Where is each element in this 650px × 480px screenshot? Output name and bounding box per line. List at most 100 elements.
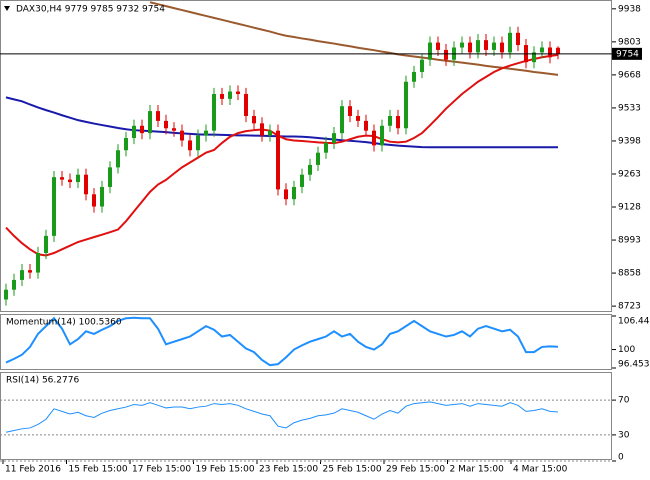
candle-body [276, 130, 280, 190]
candle-body [516, 32, 520, 46]
rsi-panel [0, 372, 612, 460]
y-tick-label: 8993 [618, 236, 641, 246]
candle-body [292, 186, 296, 200]
candle-body [132, 125, 136, 139]
y-tick-label: 9668 [618, 70, 641, 80]
y-tick-label: 9398 [618, 136, 641, 146]
candle-body [532, 52, 536, 63]
indicator-line [149, 1, 559, 76]
candle-body [100, 186, 104, 207]
candle-body [500, 42, 504, 53]
current-price-box [612, 47, 642, 60]
candle-body [148, 111, 152, 134]
candle-body [556, 47, 560, 54]
y-tick-label: 96.4538 [618, 360, 650, 370]
candle-body [260, 123, 264, 136]
candle-body [380, 125, 384, 146]
candle-body [228, 91, 232, 99]
candle-body [444, 49, 448, 60]
x-tick-label: 15 Feb 15:00 [69, 465, 128, 475]
panel-title: RSI(14) 56.2776 [6, 376, 79, 386]
y-tick-label: 9533 [618, 103, 641, 113]
momentum-panel [0, 314, 612, 370]
candle-body [428, 42, 432, 60]
candle-body [124, 138, 128, 151]
candle-body [540, 47, 544, 53]
candle-body [436, 42, 440, 50]
candle-body [60, 177, 64, 180]
candle-body [108, 167, 112, 187]
candle-body [388, 115, 392, 126]
panel-title: Momentum(14) 100.5360 [6, 318, 122, 328]
candle-body [220, 93, 224, 99]
y-tick-label: 9803 [618, 37, 641, 47]
candle-body [92, 194, 96, 207]
x-tick-label: 2 Mar 15:00 [450, 465, 505, 475]
candle-body [28, 270, 32, 273]
candle-body [300, 174, 304, 187]
candle-body [372, 130, 376, 146]
y-tick-label: 8858 [618, 269, 641, 279]
candle-body [332, 133, 336, 143]
indicator-line [5, 401, 559, 433]
y-tick-label: 70 [618, 396, 630, 406]
candle-body [284, 189, 288, 200]
x-tick-label: 29 Feb 15:00 [386, 465, 445, 475]
candle-body [468, 42, 472, 53]
candle-body [420, 59, 424, 72]
candle-body [316, 152, 320, 165]
y-tick-label: 9938 [618, 4, 641, 14]
candle-body [412, 71, 416, 82]
y-tick-label: 8723 [618, 302, 641, 312]
price-panel [0, 0, 612, 312]
candle-body [396, 115, 400, 129]
x-tick-label: 4 Mar 15:00 [513, 465, 568, 475]
current-price-label: 9754 [616, 49, 639, 59]
indicator-line [5, 53, 559, 257]
y-tick-label: 30 [618, 430, 630, 440]
y-tick-label: 0 [618, 453, 624, 463]
candle-body [116, 150, 120, 168]
candle-body [164, 120, 168, 129]
x-tick-label: 19 Feb 15:00 [196, 465, 255, 475]
x-tick-label: 25 Feb 15:00 [323, 465, 382, 475]
x-tick-label: 23 Feb 15:00 [259, 465, 318, 475]
candle-body [44, 235, 48, 254]
candle-body [484, 40, 488, 50]
candle-body [52, 177, 56, 236]
candle-body [4, 289, 8, 300]
indicator-line [5, 316, 559, 367]
y-tick-label: 100 [618, 345, 635, 355]
candle-body [204, 130, 208, 136]
candle-body [340, 106, 344, 134]
candle-body [180, 130, 184, 141]
chart-title: DAX30,H4 9779 9785 9732 9754 [16, 5, 165, 15]
candle-body [76, 174, 80, 183]
candle-body [308, 164, 312, 175]
x-tick-label: 17 Feb 15:00 [132, 465, 191, 475]
candle-body [212, 93, 216, 131]
candle-body [36, 253, 40, 273]
y-tick-label: 106.4403 [618, 317, 650, 327]
candle-body [156, 111, 160, 121]
candle-body [20, 270, 24, 280]
candle-body [236, 91, 240, 94]
candle-body [68, 179, 72, 183]
candle-body [12, 279, 16, 290]
candle-body [364, 120, 368, 131]
candle-body [140, 125, 144, 134]
candle-body [324, 142, 328, 153]
candle-body [172, 128, 176, 131]
candle-body [460, 42, 464, 48]
candle-body [348, 106, 352, 116]
title-arrow [4, 6, 10, 11]
candle-body [84, 174, 88, 195]
candle-body [188, 140, 192, 151]
x-tick-label: 11 Feb 2016 [5, 465, 61, 475]
candle-body [476, 40, 480, 53]
y-tick-label: 9128 [618, 203, 641, 213]
candle-body [252, 115, 256, 124]
candle-body [548, 47, 552, 58]
